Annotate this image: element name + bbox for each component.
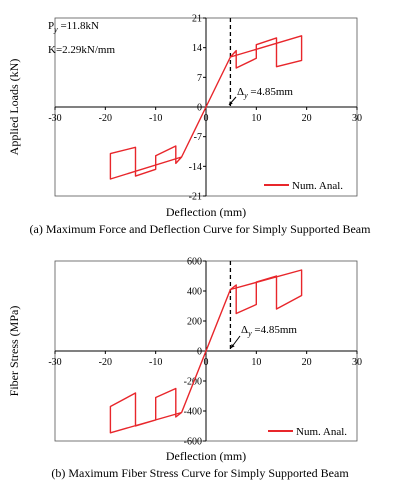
c1-x-tick-label: -30 (48, 357, 61, 368)
c0-y-axis-label: Applied Loads (kN) (7, 59, 21, 156)
chart-b: -30 -20 -10 0 10 20 30-600-400-2000200400600De… (7, 257, 362, 464)
c1-x-tick-label: -20 (99, 357, 112, 368)
c0-x-tick-label: 20 (302, 113, 312, 124)
c0-x-tick-label: 10 (251, 113, 261, 124)
c0-delta-arrow-head (229, 101, 233, 105)
c0-y-tick-label: 7 (197, 73, 202, 84)
c1-y-tick-label: 600 (187, 257, 202, 268)
c1-y-tick-label: 200 (187, 317, 202, 328)
c0-y-tick-label: -7 (194, 132, 202, 143)
c0-y-tick-label: -21 (189, 192, 202, 203)
chart-a: -30 -20 -10 0 10 20 30-21-14-7071421Deflection… (7, 14, 362, 220)
c1-y-tick-label: -400 (184, 407, 202, 418)
c0-x-tick-label: 0 (204, 113, 209, 124)
c0-stiffness-annotation: K=2.29kN/mm (48, 44, 115, 56)
c0-y-tick-label: 0 (197, 103, 202, 114)
c1-y-tick-label: -600 (184, 437, 202, 448)
c1-x-tick-label: 30 (352, 357, 362, 368)
c0-delta-annotation: Δy =4.85mm (237, 86, 293, 100)
c1-x-tick-label: 20 (302, 357, 312, 368)
c1-x-axis-label: Deflection (mm) (166, 449, 246, 463)
c0-x-tick-label: -30 (48, 113, 61, 124)
c0-y-tick-label: -14 (189, 162, 202, 173)
c1-y-axis-label: Fiber Stress (MPa) (7, 306, 21, 397)
c0-y-tick-label: 14 (192, 43, 202, 54)
c0-x-tick-label: -10 (149, 113, 162, 124)
c1-x-tick-label: 0 (204, 357, 209, 368)
c1-y-tick-label: -200 (184, 377, 202, 388)
c0-py-annotation: Py =11.8kN (48, 20, 99, 34)
c1-x-tick-label: -10 (149, 357, 162, 368)
c0-y-tick-label: 21 (192, 14, 202, 25)
c1-delta-annotation: Δy =4.85mm (241, 324, 297, 338)
c1-y-tick-label: 0 (197, 347, 202, 358)
c0-legend-label: Num. Anal. (292, 180, 343, 192)
caption-a: (a) Maximum Force and Deflection Curve f… (29, 222, 371, 236)
c0-x-axis-label: Deflection (mm) (166, 205, 246, 219)
c0-x-tick-label: -20 (99, 113, 112, 124)
c1-x-tick-label: 10 (251, 357, 261, 368)
c0-x-tick-label: 30 (352, 113, 362, 124)
caption-b: (b) Maximum Fiber Stress Curve for Simpl… (51, 466, 349, 480)
c1-delta-arrow-head (231, 344, 235, 348)
c1-y-tick-label: 400 (187, 287, 202, 298)
chart-panel-a: -30 -20 -10 0 10 20 30 -21 -14 -7 0 7 14 21 Deflection… (0, 0, 400, 242)
chart-panel-b: -30 -20 -10 0 10 20 30 -600 -400 -200 0 200 400 600 De… (0, 248, 400, 489)
c0-series-line (109, 35, 303, 180)
c1-series-line (109, 269, 303, 434)
c1-legend-label: Num. Anal. (296, 426, 347, 438)
